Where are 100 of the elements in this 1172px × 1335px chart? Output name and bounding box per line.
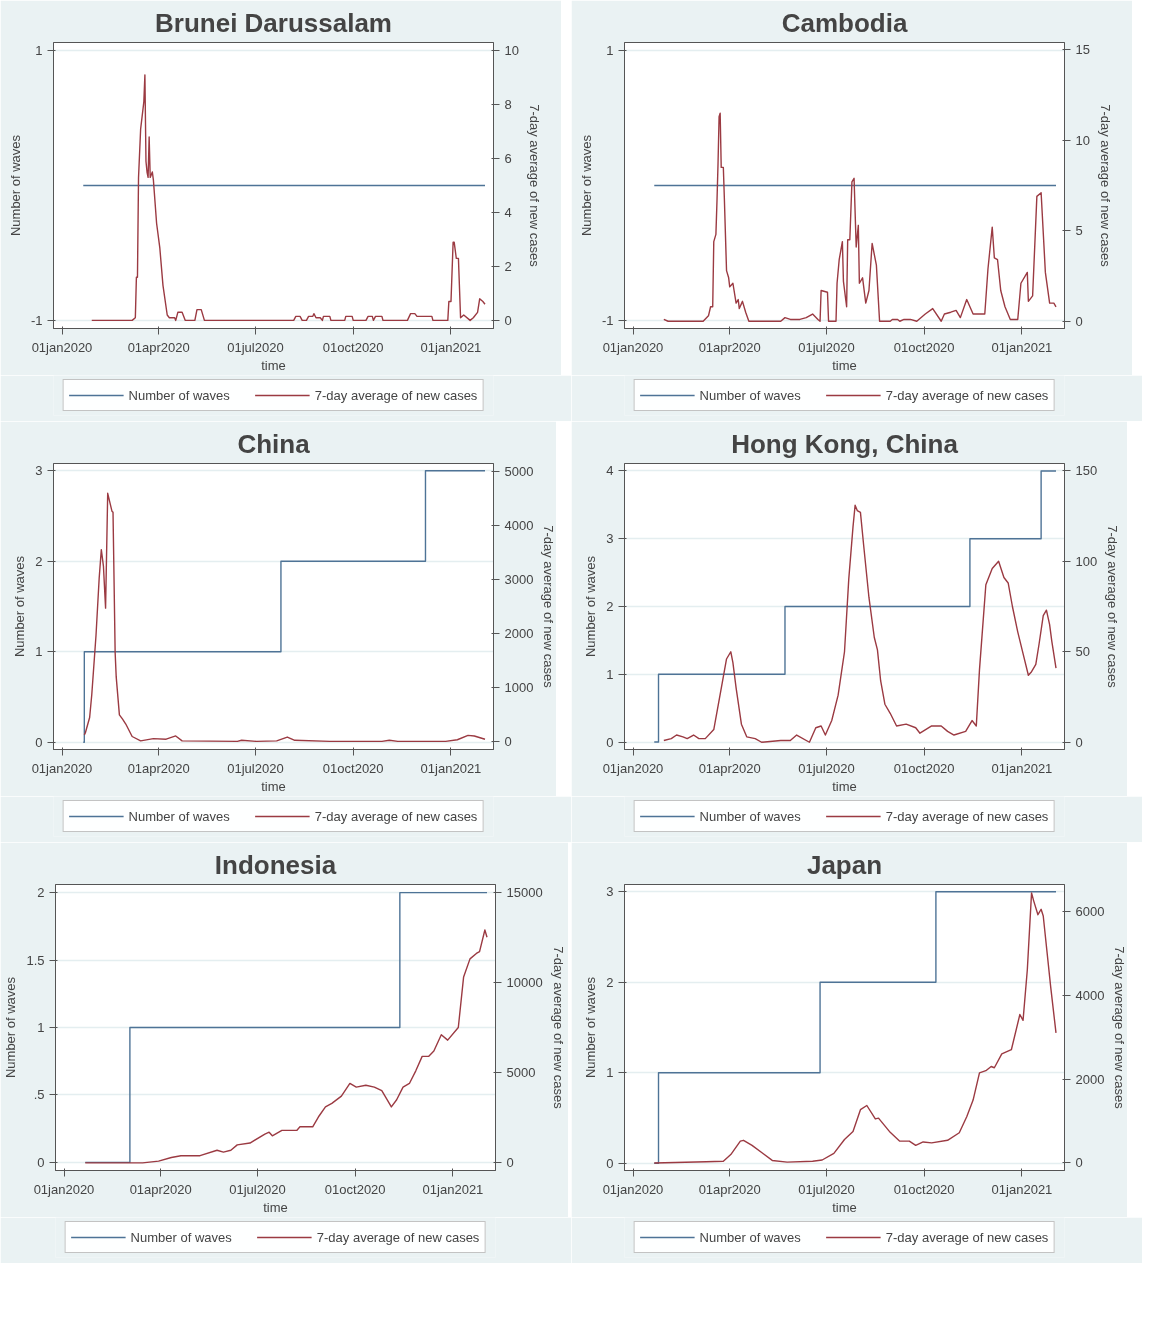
y2-tick-label: 15000 (506, 884, 543, 900)
x-tick-label: 01oct2020 (893, 1181, 955, 1197)
y-tick-label: 1 (35, 644, 43, 660)
x-tick-label: 01oct2020 (893, 339, 955, 355)
x-tick-label: 01apr2020 (698, 1181, 761, 1197)
y-axis-title: Number of waves (3, 976, 19, 1079)
legend-label: Number of waves (130, 1229, 232, 1245)
legend-label: 7-day average of new cases (314, 808, 478, 824)
legend-label: Number of waves (128, 387, 230, 403)
y-tick-label: 0 (606, 1155, 614, 1171)
y2-tick-label: 3000 (504, 571, 534, 587)
y-tick-label: 0 (37, 1154, 45, 1170)
y2-tick-label: 2000 (1075, 1071, 1105, 1087)
x-tick-label: 01jan2021 (420, 760, 482, 776)
y2-axis-title: 7-day average of new cases (526, 104, 542, 268)
x-tick-label: 01jan2020 (602, 339, 664, 355)
legend-label: 7-day average of new cases (316, 1229, 480, 1245)
y-tick-label: 0 (35, 734, 43, 750)
x-tick-label: 01jan2020 (31, 339, 93, 355)
y2-tick-label: 10000 (506, 974, 543, 990)
y2-tick-label: 5000 (504, 463, 534, 479)
x-tick-label: 01jan2021 (420, 339, 482, 355)
x-tick-label: 01oct2020 (322, 760, 384, 776)
x-tick-label: 01jul2020 (229, 1181, 286, 1197)
y-tick-label: 3 (35, 463, 43, 479)
x-tick-label: 01jan2020 (602, 1181, 664, 1197)
y2-axis-title: 7-day average of new cases (1112, 946, 1128, 1110)
x-tick-label: 01apr2020 (129, 1181, 192, 1197)
y2-tick-label: 4000 (1075, 987, 1105, 1003)
chart-title: Indonesia (214, 849, 337, 880)
line-series (663, 112, 1057, 322)
x-tick-label: 01apr2020 (698, 760, 761, 776)
y-tick-label: 1 (606, 1065, 614, 1081)
y2-tick-label: 2000 (504, 626, 534, 642)
chart-title: China (237, 428, 311, 459)
chart-title: Japan (806, 849, 883, 880)
x-tick-label: 01jul2020 (227, 339, 284, 355)
x-tick-label: 01jan2021 (991, 339, 1053, 355)
y2-axis-title: 7-day average of new cases (550, 946, 566, 1110)
legend-label: Number of waves (699, 387, 801, 403)
y2-tick-label: 4 (504, 204, 512, 220)
y-axis-title: Number of waves (12, 555, 28, 658)
y-axis-title: Number of waves (578, 134, 594, 237)
chart-title: Cambodia (781, 7, 908, 38)
chart-title: Brunei Darussalam (155, 7, 392, 38)
x-tick-label: 01oct2020 (324, 1181, 386, 1197)
x-tick-label: 01jul2020 (227, 760, 284, 776)
x-tick-label: 01apr2020 (127, 760, 190, 776)
legend-label: 7-day average of new cases (314, 387, 478, 403)
y2-tick-label: 15 (1075, 42, 1090, 58)
y2-tick-label: 5000 (506, 1065, 536, 1081)
y-tick-label: 1 (606, 43, 614, 59)
x-tick-label: 01jul2020 (798, 760, 855, 776)
x-tick-label: 01oct2020 (322, 339, 384, 355)
x-tick-label: 01apr2020 (698, 339, 761, 355)
y2-tick-label: 6000 (1075, 903, 1105, 919)
y-axis-title: Number of waves (583, 976, 599, 1079)
y-tick-label: 2 (606, 974, 614, 990)
y-tick-label: 4 (606, 463, 614, 479)
x-tick-label: 01jan2020 (33, 1181, 95, 1197)
legend-label: 7-day average of new cases (885, 808, 1049, 824)
x-axis-title: time (261, 357, 286, 373)
y-tick-label: .5 (33, 1087, 45, 1103)
y-tick-label: 2 (606, 599, 614, 614)
y2-tick-label: 5 (1075, 223, 1083, 239)
y2-axis-title: 7-day average of new cases (1105, 525, 1121, 689)
x-axis-title: time (832, 357, 857, 373)
y2-axis-title: 7-day average of new cases (541, 525, 557, 689)
y2-axis-title: 7-day average of new cases (1097, 104, 1113, 268)
y-tick-label: 3 (606, 531, 614, 547)
y-tick-label: 0 (606, 734, 614, 750)
x-tick-label: 01jan2021 (991, 760, 1053, 776)
y2-tick-label: 150 (1075, 463, 1098, 479)
y-tick-label: 1 (37, 1020, 45, 1035)
y-tick-label: 1 (35, 43, 43, 59)
y-tick-label: 2 (35, 553, 43, 569)
y2-tick-label: 100 (1075, 553, 1098, 569)
legend-label: Number of waves (699, 808, 801, 824)
x-axis-title: time (263, 1199, 288, 1215)
y-tick-label: 3 (606, 884, 614, 900)
y2-tick-label: 0 (1075, 313, 1083, 329)
legend-label: Number of waves (128, 808, 230, 824)
y-axis-title: Number of waves (7, 134, 23, 237)
y2-tick-label: 10 (504, 43, 519, 59)
x-tick-label: 01jul2020 (798, 1181, 855, 1197)
y2-tick-label: 50 (1075, 644, 1090, 660)
y-axis-title: Number of waves (583, 555, 599, 658)
legend-label: Number of waves (699, 1229, 801, 1245)
y-tick-label: -1 (30, 312, 43, 328)
line-series (91, 74, 486, 322)
y2-tick-label: 0 (504, 312, 512, 328)
y2-tick-label: 0 (504, 734, 512, 750)
x-tick-label: 01jan2021 (991, 1181, 1053, 1197)
y2-tick-label: 8 (504, 97, 512, 113)
y2-tick-label: 0 (1075, 1155, 1083, 1171)
x-tick-label: 01oct2020 (893, 760, 955, 776)
y2-tick-label: 1000 (504, 680, 534, 696)
y2-tick-label: 10 (1075, 132, 1090, 148)
x-tick-label: 01jan2020 (31, 760, 93, 776)
x-axis-title: time (832, 1199, 857, 1215)
